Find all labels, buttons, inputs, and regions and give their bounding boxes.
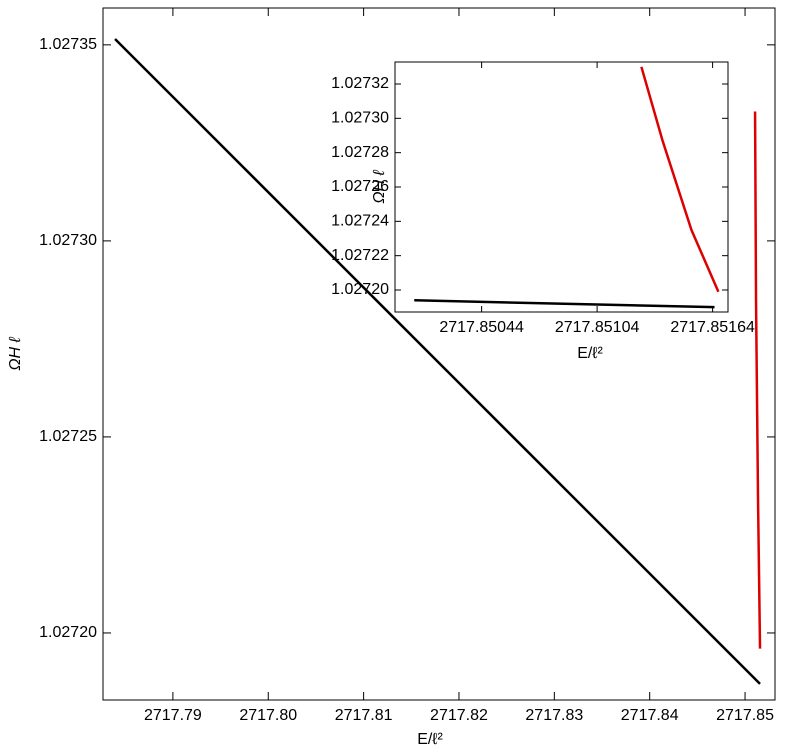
data-line <box>414 299 715 309</box>
x-tick-label: 2717.81 <box>335 707 393 724</box>
y-axis-label: ΩH ℓ <box>371 170 388 204</box>
y-tick-label: 1.02726 <box>331 178 389 195</box>
data-line <box>114 38 761 685</box>
y-tick-label: 1.02720 <box>331 281 389 298</box>
x-tick-label: 2717.83 <box>525 707 583 724</box>
y-tick-label: 1.02724 <box>331 213 389 230</box>
y-tick-label: 1.02730 <box>39 232 97 249</box>
y-tick-label: 1.02730 <box>331 110 389 127</box>
data-line <box>753 111 762 649</box>
plot-frame <box>394 61 729 313</box>
x-tick-label: 2717.79 <box>144 707 202 724</box>
y-tick-label: 1.02720 <box>39 624 97 641</box>
y-tick-label: 1.02732 <box>331 75 389 92</box>
y-tick-label: 1.02728 <box>331 144 389 161</box>
y-tick-label: 1.02725 <box>39 428 97 445</box>
y-tick-label: 1.02722 <box>331 247 389 264</box>
x-tick-label: 2717.85164 <box>670 319 755 336</box>
y-axis-label: ΩH ℓ <box>7 337 24 371</box>
x-tick-label: 2717.85104 <box>555 319 640 336</box>
y-tick-label: 1.02735 <box>39 36 97 53</box>
x-tick-label: 2717.82 <box>430 707 488 724</box>
x-axis-label: E/ℓ² <box>417 731 443 748</box>
x-tick-label: 2717.85044 <box>439 319 524 336</box>
x-tick-label: 2717.80 <box>239 707 297 724</box>
data-line <box>640 66 720 293</box>
x-tick-label: 2717.85 <box>716 707 774 724</box>
x-axis-label: E/ℓ² <box>577 345 603 362</box>
x-tick-label: 2717.84 <box>621 707 679 724</box>
